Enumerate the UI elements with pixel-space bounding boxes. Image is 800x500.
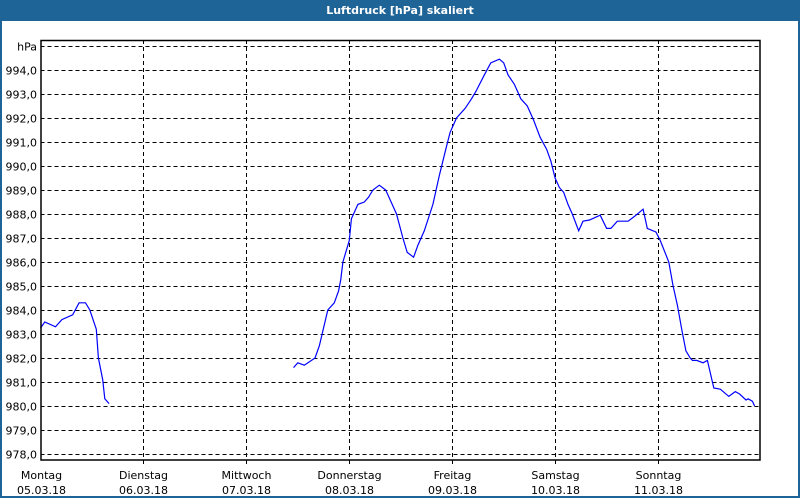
x-tick-date: 05.03.18 [17,484,66,497]
y-tick-label: 989,0 [6,185,38,198]
x-tick-day: Sonntag [636,469,682,482]
pressure-line-segment [40,302,110,405]
x-tick-date: 07.03.18 [222,484,271,497]
y-tick-label: 980,0 [6,401,38,414]
pressure-line-segment [293,58,756,407]
y-tick-label: 984,0 [6,305,38,318]
y-tick-label: 994,0 [6,65,38,78]
y-axis-unit-label: hPa [17,41,37,54]
x-tick-date: 06.03.18 [119,484,168,497]
y-tick-label: 992,0 [6,113,38,126]
window-title: Luftdruck [hPa] skaliert [0,0,800,21]
x-tick-date: 09.03.18 [428,484,477,497]
y-tick-label: 988,0 [6,209,38,222]
y-tick-label: 987,0 [6,233,38,246]
x-tick-day: Mittwoch [222,469,272,482]
y-tick-label: 985,0 [6,281,38,294]
x-tick-date: 10.03.18 [531,484,580,497]
y-tick-label: 991,0 [6,137,38,150]
y-tick-label: 982,0 [6,353,38,366]
y-tick-label: 981,0 [6,377,38,390]
x-tick-day: Samstag [531,469,579,482]
y-tick-label: 986,0 [6,257,38,270]
y-tick-label: 983,0 [6,329,38,342]
x-tick-day: Freitag [434,469,472,482]
y-tick-label: 978,0 [6,449,38,462]
x-tick-day: Montag [21,469,62,482]
y-tick-label: 979,0 [6,425,38,438]
x-tick-date: 11.03.18 [634,484,683,497]
plot-frame [40,39,761,461]
x-tick-day: Dienstag [119,469,168,482]
x-tick-day: Donnerstag [317,469,381,482]
y-tick-label: 990,0 [6,161,38,174]
x-tick-date: 08.03.18 [325,484,374,497]
y-tick-label: 993,0 [6,89,38,102]
